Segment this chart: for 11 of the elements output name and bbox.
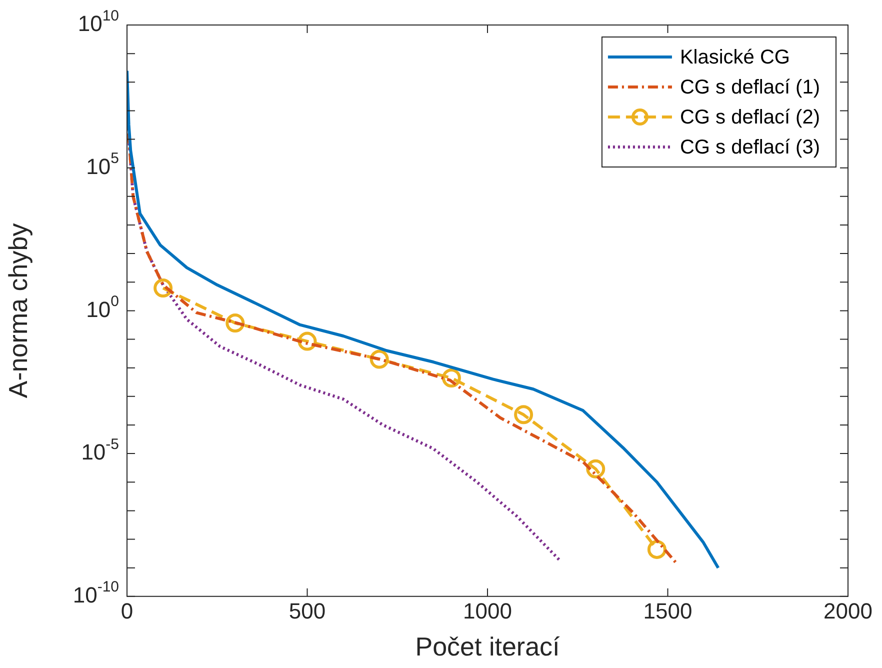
x-tick-label: 1500 [643,598,692,624]
legend-label: CG s deflací (1) [680,76,820,99]
x-tick-label: 1000 [463,598,512,624]
x-axis-title: Počet iterací [415,632,561,662]
x-tick-label: 500 [288,598,326,624]
x-tick-label: 0 [120,598,134,624]
legend-label: CG s deflací (3) [680,136,820,159]
y-axis-title: A-norma chyby [2,223,33,398]
legend-label: Klasické CG [680,46,790,69]
x-tick-label: 2000 [824,598,872,624]
legend-label: CG s deflací (2) [680,106,820,129]
